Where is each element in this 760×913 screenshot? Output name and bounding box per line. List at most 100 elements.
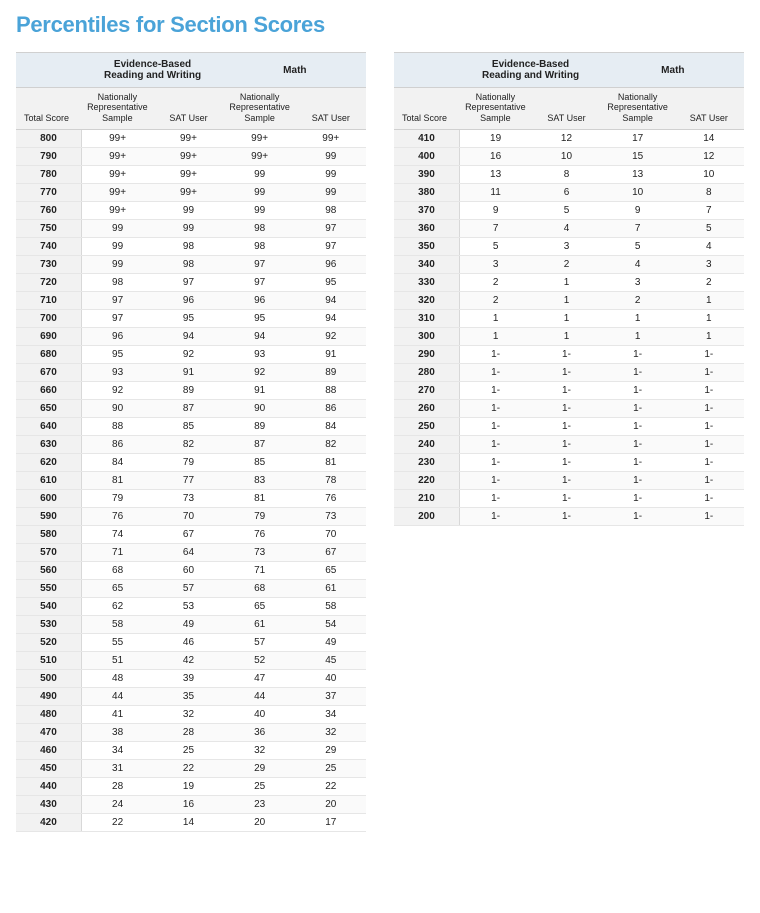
cell-erw-user: 39 bbox=[153, 670, 223, 688]
cell-erw-user: 10 bbox=[531, 148, 601, 166]
cell-math-nrs: 2 bbox=[602, 292, 674, 310]
cell-score: 380 bbox=[394, 184, 459, 202]
table-row: 41019121714 bbox=[394, 130, 744, 148]
cell-erw-nrs: 1- bbox=[459, 400, 531, 418]
table-row: 3607475 bbox=[394, 220, 744, 238]
cell-math-nrs: 1- bbox=[602, 364, 674, 382]
cell-math-nrs: 94 bbox=[224, 328, 296, 346]
cell-math-nrs: 97 bbox=[224, 256, 296, 274]
cell-math-user: 5 bbox=[674, 220, 744, 238]
cell-math-user: 34 bbox=[296, 706, 366, 724]
cell-erw-user: 14 bbox=[153, 814, 223, 832]
cell-math-user: 67 bbox=[296, 544, 366, 562]
cell-math-nrs: 10 bbox=[602, 184, 674, 202]
percentile-table-left: Evidence-BasedReading and WritingMathTot… bbox=[16, 52, 366, 832]
cell-erw-nrs: 84 bbox=[81, 454, 153, 472]
cell-math-user: 1- bbox=[674, 472, 744, 490]
table-left-wrap: Evidence-BasedReading and WritingMathTot… bbox=[16, 52, 366, 832]
cell-math-user: 58 bbox=[296, 598, 366, 616]
cell-math-nrs: 25 bbox=[224, 778, 296, 796]
cell-math-nrs: 99 bbox=[224, 184, 296, 202]
cell-erw-user: 42 bbox=[153, 652, 223, 670]
cell-erw-user: 49 bbox=[153, 616, 223, 634]
cell-erw-user: 97 bbox=[153, 274, 223, 292]
cell-math-user: 76 bbox=[296, 490, 366, 508]
table-row: 2601-1-1-1- bbox=[394, 400, 744, 418]
cell-erw-user: 53 bbox=[153, 598, 223, 616]
cell-erw-user: 6 bbox=[531, 184, 601, 202]
cell-score: 520 bbox=[16, 634, 81, 652]
cell-math-nrs: 76 bbox=[224, 526, 296, 544]
cell-math-user: 45 bbox=[296, 652, 366, 670]
header-section-erw: Evidence-BasedReading and Writing bbox=[81, 53, 223, 88]
cell-math-user: 99 bbox=[296, 166, 366, 184]
cell-erw-user: 94 bbox=[153, 328, 223, 346]
cell-erw-user: 99 bbox=[153, 202, 223, 220]
cell-erw-nrs: 24 bbox=[81, 796, 153, 814]
cell-math-nrs: 65 bbox=[224, 598, 296, 616]
cell-score: 490 bbox=[16, 688, 81, 706]
table-row: 68095929391 bbox=[16, 346, 366, 364]
table-row: 3101111 bbox=[394, 310, 744, 328]
cell-score: 550 bbox=[16, 580, 81, 598]
cell-score: 290 bbox=[394, 346, 459, 364]
table-row: 51051425245 bbox=[16, 652, 366, 670]
table-row: 80099+99+99+99+ bbox=[16, 130, 366, 148]
cell-math-user: 1- bbox=[674, 346, 744, 364]
cell-erw-user: 28 bbox=[153, 724, 223, 742]
table-row: 69096949492 bbox=[16, 328, 366, 346]
cell-erw-user: 60 bbox=[153, 562, 223, 580]
cell-score: 790 bbox=[16, 148, 81, 166]
cell-score: 270 bbox=[394, 382, 459, 400]
cell-erw-user: 1- bbox=[531, 490, 601, 508]
cell-math-nrs: 4 bbox=[602, 256, 674, 274]
cell-math-nrs: 17 bbox=[602, 130, 674, 148]
cell-erw-user: 77 bbox=[153, 472, 223, 490]
cell-score: 430 bbox=[16, 796, 81, 814]
cell-math-nrs: 5 bbox=[602, 238, 674, 256]
cell-erw-nrs: 97 bbox=[81, 292, 153, 310]
cell-math-user: 8 bbox=[674, 184, 744, 202]
cell-score: 250 bbox=[394, 418, 459, 436]
header-blank bbox=[16, 53, 81, 88]
header-section-math: Math bbox=[602, 53, 744, 88]
cell-math-nrs: 83 bbox=[224, 472, 296, 490]
cell-score: 480 bbox=[16, 706, 81, 724]
table-row: 2301-1-1-1- bbox=[394, 454, 744, 472]
cell-erw-nrs: 98 bbox=[81, 274, 153, 292]
cell-math-user: 65 bbox=[296, 562, 366, 580]
cell-math-nrs: 15 bbox=[602, 148, 674, 166]
table-row: 2701-1-1-1- bbox=[394, 382, 744, 400]
table-row: 45031222925 bbox=[16, 760, 366, 778]
cell-math-nrs: 92 bbox=[224, 364, 296, 382]
cell-math-nrs: 1- bbox=[602, 400, 674, 418]
cell-math-nrs: 91 bbox=[224, 382, 296, 400]
cell-score: 610 bbox=[16, 472, 81, 490]
table-row: 2101-1-1-1- bbox=[394, 490, 744, 508]
cell-math-nrs: 89 bbox=[224, 418, 296, 436]
cell-erw-nrs: 58 bbox=[81, 616, 153, 634]
cell-math-nrs: 1- bbox=[602, 346, 674, 364]
cell-erw-user: 1 bbox=[531, 310, 601, 328]
cell-score: 400 bbox=[394, 148, 459, 166]
cell-erw-user: 1- bbox=[531, 364, 601, 382]
cell-math-user: 91 bbox=[296, 346, 366, 364]
table-row: 40016101512 bbox=[394, 148, 744, 166]
cell-math-user: 4 bbox=[674, 238, 744, 256]
table-row: 57071647367 bbox=[16, 544, 366, 562]
table-row: 64088858984 bbox=[16, 418, 366, 436]
cell-erw-nrs: 79 bbox=[81, 490, 153, 508]
table-row: 47038283632 bbox=[16, 724, 366, 742]
cell-erw-nrs: 96 bbox=[81, 328, 153, 346]
cell-math-user: 99 bbox=[296, 184, 366, 202]
header-erw-nrs: NationallyRepresentativeSample bbox=[81, 88, 153, 130]
cell-erw-nrs: 99+ bbox=[81, 202, 153, 220]
cell-erw-nrs: 88 bbox=[81, 418, 153, 436]
cell-math-user: 10 bbox=[674, 166, 744, 184]
cell-math-user: 32 bbox=[296, 724, 366, 742]
table-row: 73099989796 bbox=[16, 256, 366, 274]
cell-score: 500 bbox=[16, 670, 81, 688]
table-row: 75099999897 bbox=[16, 220, 366, 238]
table-row: 3901381310 bbox=[394, 166, 744, 184]
cell-math-user: 1 bbox=[674, 310, 744, 328]
